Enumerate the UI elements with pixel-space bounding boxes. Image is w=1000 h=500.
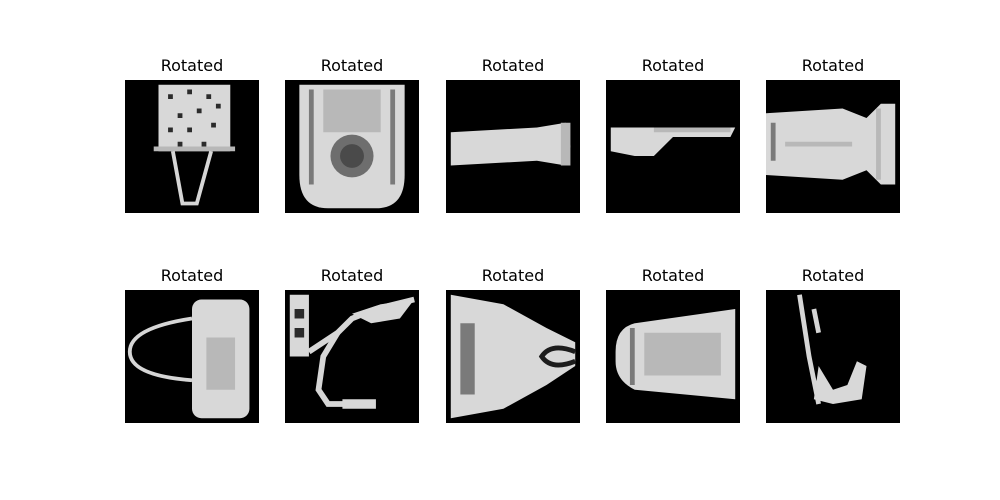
- panel-image: [125, 80, 259, 213]
- panel-title: Rotated: [320, 266, 384, 285]
- panel-title: Rotated: [801, 56, 865, 75]
- panel-image: [285, 80, 419, 213]
- panel-image: [606, 290, 740, 423]
- sandal-icon: [289, 294, 415, 409]
- panel-title: Rotated: [160, 56, 224, 75]
- panel-title: Rotated: [481, 56, 545, 75]
- sneaker-icon: [610, 127, 736, 156]
- bag-icon: [450, 294, 577, 419]
- panel-image: [125, 290, 259, 423]
- panel-image: [285, 290, 419, 423]
- shirt-icon: [615, 309, 736, 400]
- panel-title: Rotated: [641, 266, 705, 285]
- sandal-icon: [797, 294, 867, 405]
- panel-image: [446, 290, 580, 423]
- panel-title: Rotated: [160, 266, 224, 285]
- panel-title: Rotated: [320, 56, 384, 75]
- sandal-icon: [299, 84, 405, 209]
- bag-icon: [153, 84, 236, 206]
- panel-image: [766, 290, 900, 423]
- panel-image: [446, 80, 580, 213]
- panel-title: Rotated: [481, 266, 545, 285]
- bag-icon: [127, 299, 250, 419]
- panel-image: [606, 80, 740, 213]
- bag-icon: [766, 103, 896, 185]
- trouser-icon: [450, 122, 571, 166]
- panel-image: [766, 80, 900, 213]
- panel-title: Rotated: [641, 56, 705, 75]
- panel-title: Rotated: [801, 266, 865, 285]
